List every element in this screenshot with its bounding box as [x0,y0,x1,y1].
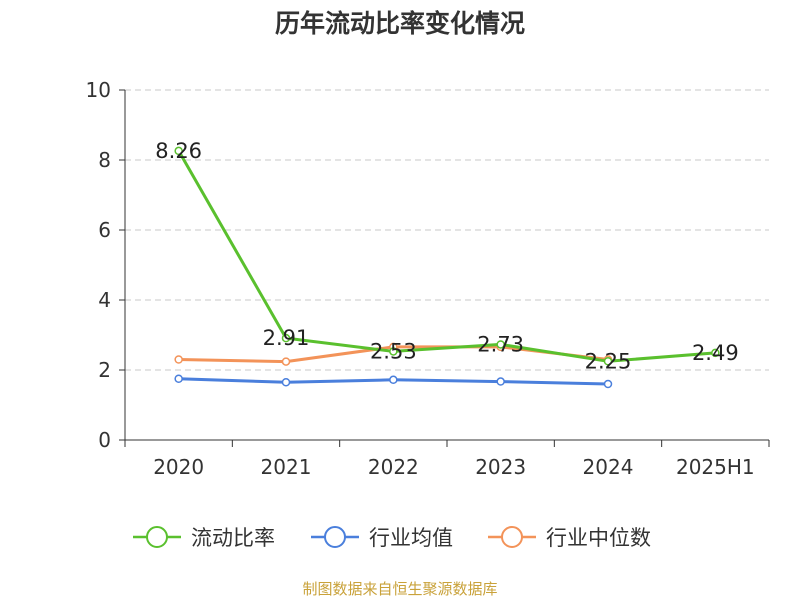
data-point-0-1 [281,333,291,343]
legend-item-1[interactable]: 行业均值 [311,526,453,550]
data-point-1-2 [389,375,398,385]
data-point-1-1 [281,378,291,387]
data-point-1-3 [496,377,505,386]
data-point-1-0 [174,374,183,383]
axes: 0 2 4 6 8 10 2020 2021 2022 2023 2024 2025H1 [86,78,770,479]
data-label: 8.26 [155,139,202,163]
y-tick-label: 6 [98,218,111,242]
data-point-1-4 [603,379,613,389]
y-tick-label: 10 [86,78,111,102]
legend-item-0[interactable]: 流动比率 [133,526,275,550]
legend-marker [324,526,346,548]
data-point-0-5 [711,348,720,358]
y-tick-label: 0 [98,428,111,452]
data-label: 2.91 [263,326,310,350]
legend-label: 行业均值 [369,526,453,550]
source-note: 制图数据来自恒生聚源数据库 [302,580,498,598]
series-line-0 [177,150,716,363]
x-tick-label: 2021 [261,455,312,479]
series-lines [174,146,720,389]
legend-marker [501,526,523,548]
legend[interactable]: 流动比率 行业均值 行业中位数 [133,526,651,550]
legend-label: 行业中位数 [546,526,651,550]
data-point-2-0 [174,355,183,364]
y-tick-label: 8 [98,148,111,172]
data-point-0-2 [389,347,398,356]
data-point-0-3 [496,340,505,349]
data-label: 2.49 [692,341,739,365]
data-labels: 8.26 2.91 2.53 2.73 2.25 2.49 [155,139,738,373]
legend-item-2[interactable]: 行业中位数 [488,526,651,550]
legend-label: 流动比率 [191,526,275,550]
data-label: 2.73 [477,332,524,356]
data-point-0-0 [174,146,183,156]
grid-lines [125,89,769,371]
x-tick-label: 2023 [475,455,526,479]
x-tick-label: 2025H1 [676,455,755,479]
x-tick-label: 2022 [368,455,419,479]
x-tick-label: 2024 [583,455,634,479]
chart-title: 历年流动比率变化情况 [274,9,525,38]
data-point-2-1 [281,357,291,366]
y-tick-label: 2 [98,358,111,382]
data-label: 2.25 [585,349,632,373]
x-tick-label: 2020 [153,455,204,479]
data-point-0-4 [603,357,613,366]
y-tick-label: 4 [98,288,111,312]
legend-marker [146,526,168,548]
data-label: 2.53 [370,339,417,363]
